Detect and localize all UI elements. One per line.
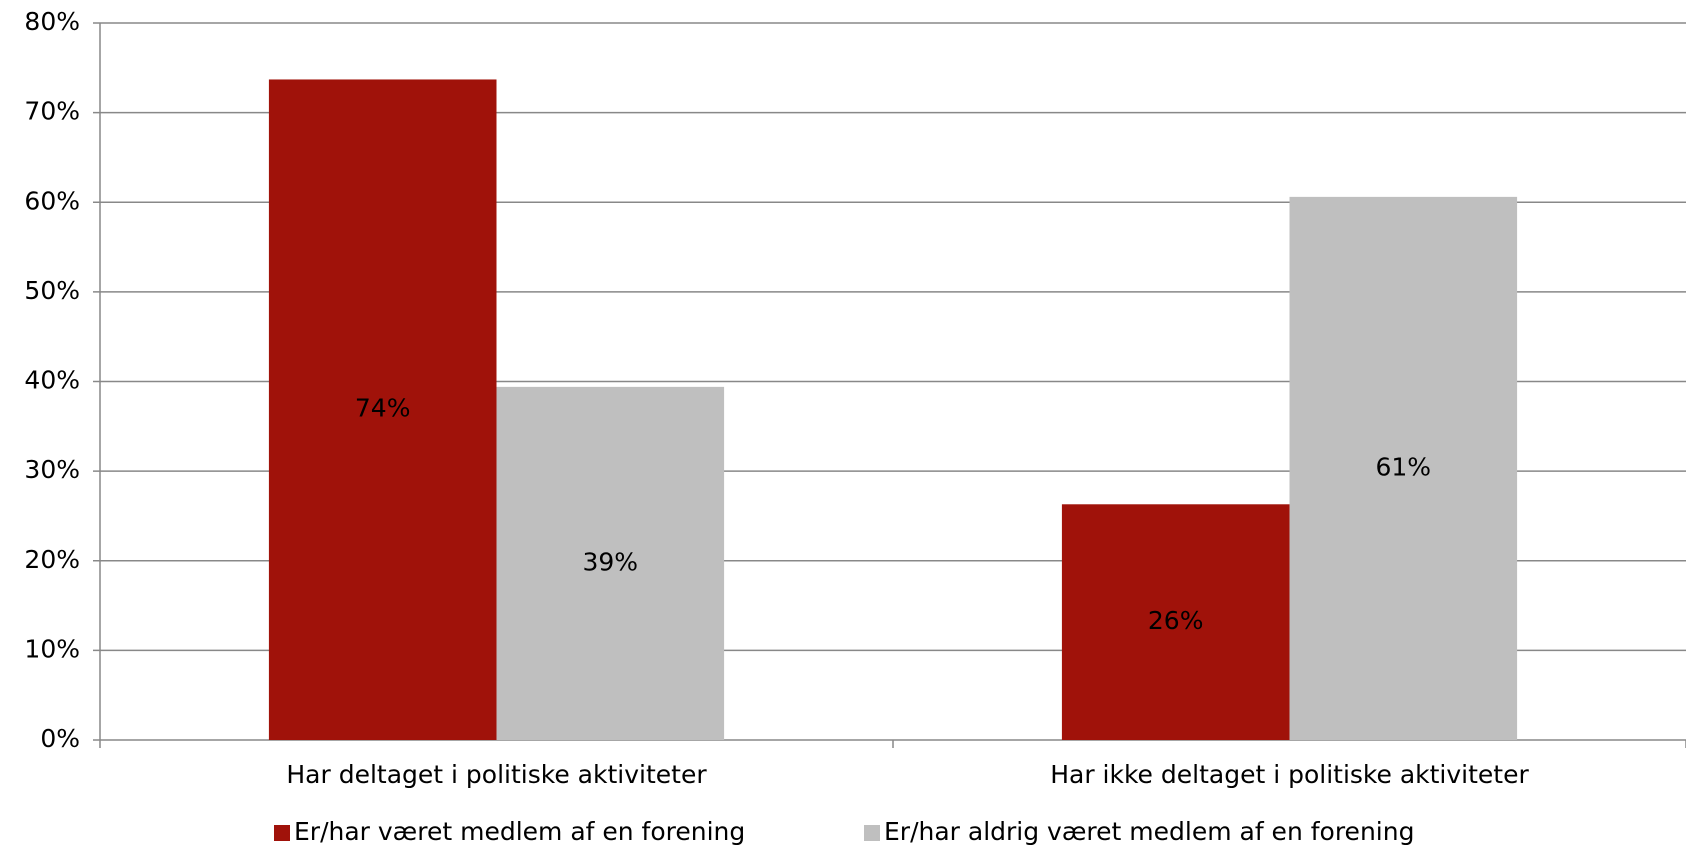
y-tick-label: 20% [24,545,80,574]
data-label: 61% [1376,452,1432,481]
bar [268,79,497,741]
bar [496,386,725,740]
y-tick-label: 40% [24,366,80,395]
x-tick-label: Har deltaget i politiske aktiviteter [286,760,707,789]
legend-swatch [274,825,290,841]
legend-swatch [864,825,880,841]
y-tick-label: 50% [24,276,80,305]
y-tick-label: 60% [24,186,80,215]
legend-label: Er/har været medlem af en forening [294,817,745,846]
y-tick-label: 30% [24,455,80,484]
y-tick-label: 10% [24,634,80,663]
data-label: 74% [355,394,411,423]
x-tick-label: Har ikke deltaget i politiske aktivitete… [1050,760,1529,789]
data-label: 39% [583,547,639,576]
bar [1289,196,1518,740]
data-label: 26% [1148,606,1204,635]
y-tick-label: 0% [40,724,80,753]
legend-label: Er/har aldrig været medlem af en forenin… [884,817,1414,846]
y-tick-label: 70% [24,97,80,126]
y-tick-label: 80% [24,7,80,36]
bar [1061,504,1290,740]
